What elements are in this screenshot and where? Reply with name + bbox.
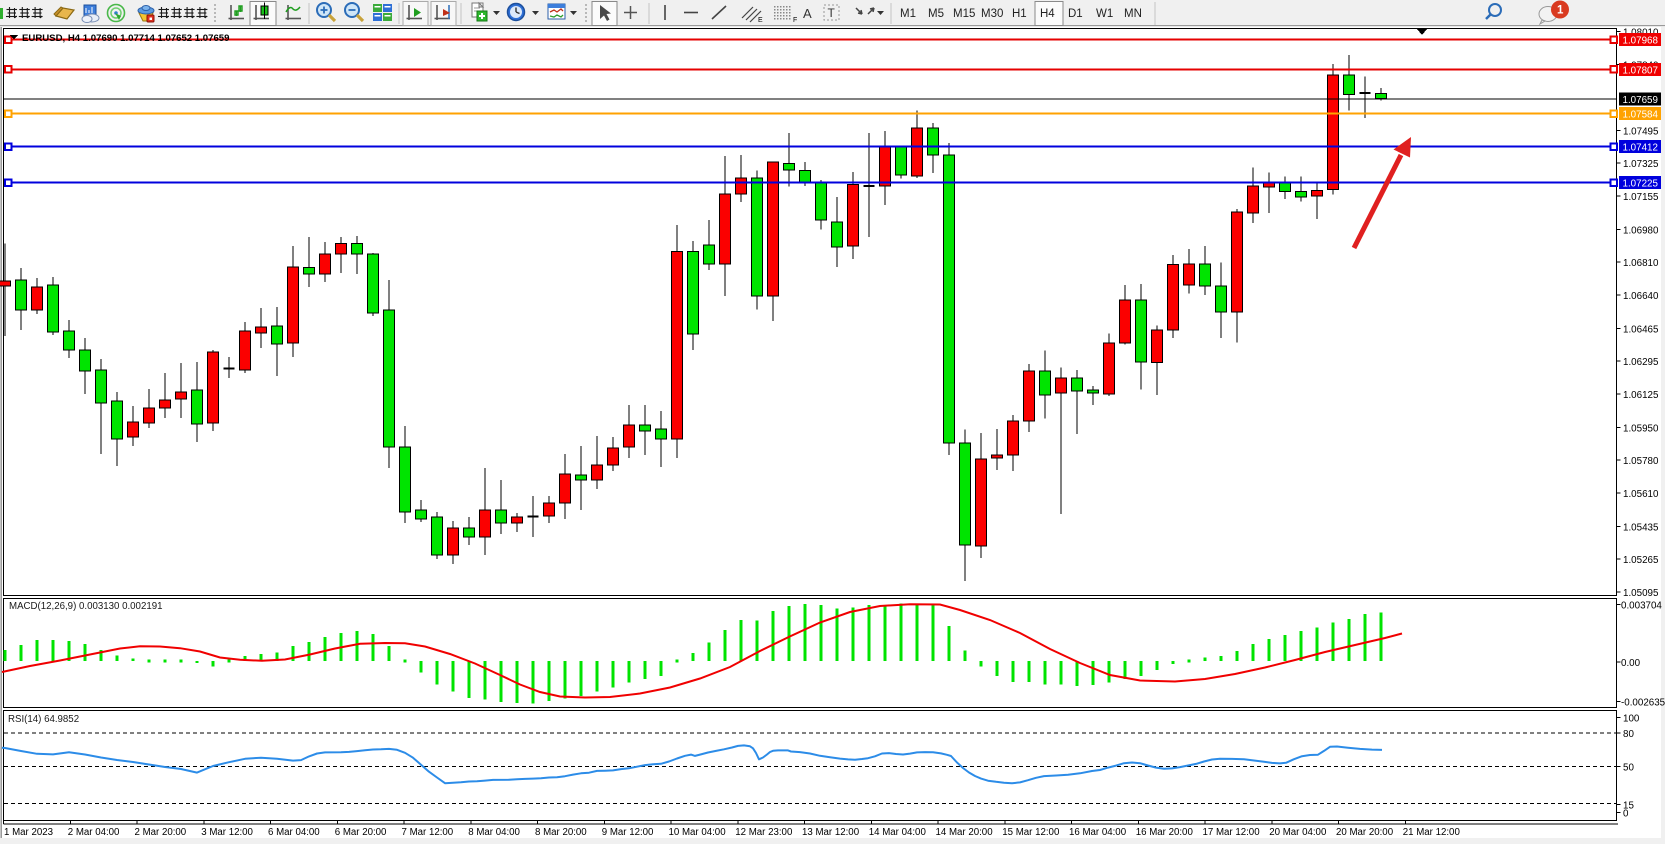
svg-text:17 Mar 12:00: 17 Mar 12:00 [1203,827,1261,838]
svg-text:15 Mar 12:00: 15 Mar 12:00 [1002,827,1060,838]
svg-text:H4: H4 [1040,8,1055,20]
svg-text:1.06640: 1.06640 [1623,291,1659,302]
svg-text:1.08010: 1.08010 [1623,28,1659,39]
svg-text:12 Mar 23:00: 12 Mar 23:00 [735,827,793,838]
svg-text:E: E [758,17,763,24]
svg-text:W1: W1 [1096,8,1113,20]
svg-text:3 Mar 12:00: 3 Mar 12:00 [201,827,253,838]
svg-text:M1: M1 [900,8,916,20]
svg-text:14 Mar 04:00: 14 Mar 04:00 [869,827,927,838]
svg-text:0.00: 0.00 [1621,658,1641,669]
svg-text:1.05950: 1.05950 [1623,424,1659,435]
svg-text:M30: M30 [981,8,1003,20]
svg-text:9 Mar 12:00: 9 Mar 12:00 [602,827,654,838]
svg-text:1.07584: 1.07584 [1623,110,1659,121]
svg-text:T: T [828,6,836,20]
svg-text:13 Mar 12:00: 13 Mar 12:00 [802,827,860,838]
svg-text:EURUSD, H4 1.07690 1.07714 1.: EURUSD, H4 1.07690 1.07714 1.07652 1.076… [22,33,229,44]
svg-text:1: 1 [1557,5,1564,17]
svg-text:20 Mar 20:00: 20 Mar 20:00 [1336,827,1394,838]
svg-text:8 Mar 20:00: 8 Mar 20:00 [535,827,587,838]
svg-text:1.06295: 1.06295 [1623,357,1659,368]
svg-text:1.05780: 1.05780 [1623,456,1659,467]
svg-text:1.07325: 1.07325 [1623,159,1659,170]
svg-text:100: 100 [1623,714,1640,725]
svg-text:8 Mar 04:00: 8 Mar 04:00 [468,827,520,838]
svg-text:1.07412: 1.07412 [1623,143,1658,154]
svg-text:-0.002635: -0.002635 [1621,698,1665,709]
svg-text:7 Mar 12:00: 7 Mar 12:00 [402,827,454,838]
svg-text:1.05265: 1.05265 [1623,555,1659,566]
svg-text:1.06810: 1.06810 [1623,258,1659,269]
svg-text:1.07807: 1.07807 [1623,65,1658,76]
svg-text:D1: D1 [1068,8,1083,20]
svg-text:21 Mar 12:00: 21 Mar 12:00 [1403,827,1461,838]
svg-text:14 Mar 20:00: 14 Mar 20:00 [936,827,994,838]
svg-text:1.07155: 1.07155 [1623,192,1659,203]
svg-text:1.05095: 1.05095 [1623,588,1659,599]
svg-text:RSI(14) 64.9852: RSI(14) 64.9852 [8,714,79,725]
svg-text:1.07968: 1.07968 [1623,36,1659,47]
svg-text:1.07659: 1.07659 [1623,95,1658,106]
svg-text:6 Mar 20:00: 6 Mar 20:00 [335,827,387,838]
svg-text:0: 0 [1623,808,1629,819]
svg-text:1.07495: 1.07495 [1623,127,1659,138]
svg-text:MACD(12,26,9) 0.003130 0.00219: MACD(12,26,9) 0.003130 0.002191 [9,601,163,612]
svg-text:50: 50 [1623,763,1634,774]
svg-text:15: 15 [1623,800,1634,811]
svg-text:1.06465: 1.06465 [1623,325,1659,336]
svg-text:1 Mar 2023: 1 Mar 2023 [4,827,53,838]
svg-text:1.06125: 1.06125 [1623,390,1659,401]
svg-text:10 Mar 04:00: 10 Mar 04:00 [669,827,727,838]
svg-text:H1: H1 [1012,8,1027,20]
svg-text:M15: M15 [953,8,975,20]
svg-text:16 Mar 20:00: 16 Mar 20:00 [1136,827,1194,838]
svg-text:0.003704: 0.003704 [1621,601,1662,612]
svg-text:80: 80 [1623,729,1634,740]
svg-text:20 Mar 04:00: 20 Mar 04:00 [1269,827,1327,838]
svg-text:2 Mar 04:00: 2 Mar 04:00 [68,827,120,838]
svg-text:2 Mar 20:00: 2 Mar 20:00 [135,827,187,838]
svg-text:1.07225: 1.07225 [1623,179,1659,190]
svg-text:M5: M5 [928,8,944,20]
svg-text:16 Mar 04:00: 16 Mar 04:00 [1069,827,1127,838]
svg-text:1.05610: 1.05610 [1623,489,1659,500]
svg-text:F: F [793,17,797,24]
svg-text:6 Mar 04:00: 6 Mar 04:00 [268,827,320,838]
svg-text:A: A [803,6,812,21]
svg-text:1.06980: 1.06980 [1623,226,1659,237]
svg-text:1.05435: 1.05435 [1623,523,1659,534]
svg-text:MN: MN [1124,8,1142,20]
